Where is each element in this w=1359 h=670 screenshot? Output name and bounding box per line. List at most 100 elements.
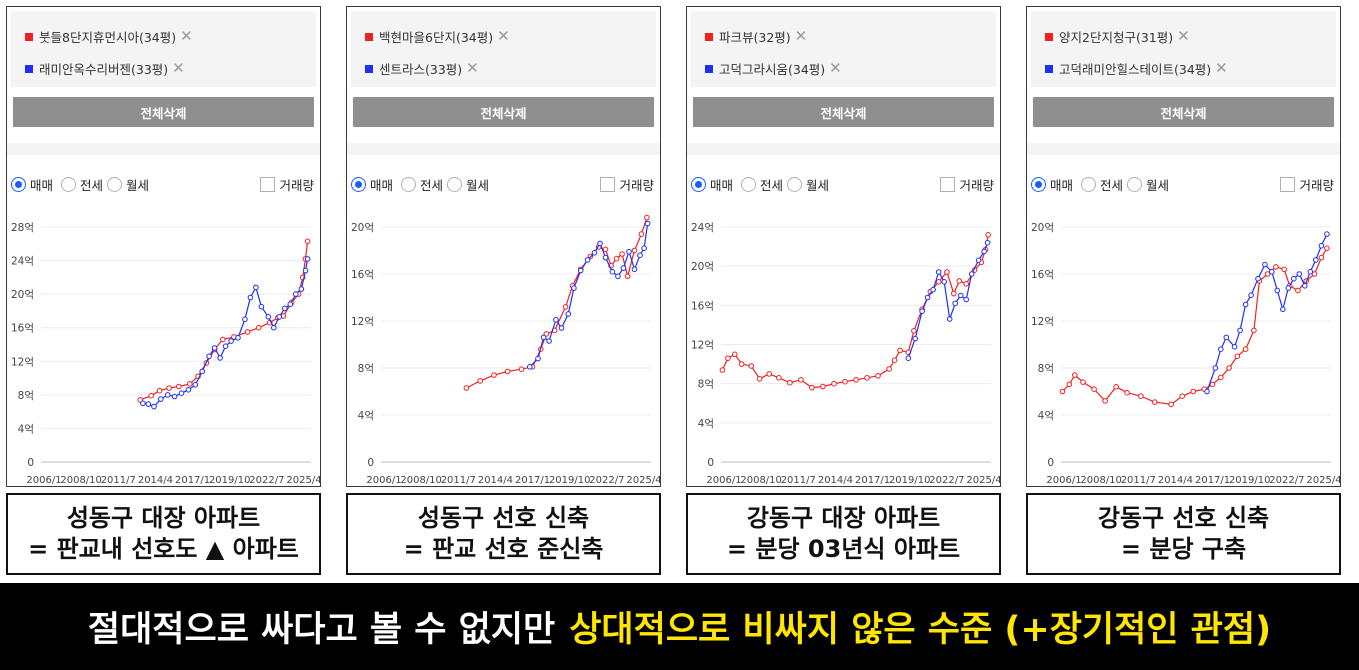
x-tick-label: 2011/7 (101, 475, 136, 486)
radio-trade[interactable]: 매매 (1031, 175, 1073, 194)
checkbox-box-icon[interactable] (600, 177, 616, 192)
radio-circle-icon[interactable] (11, 177, 26, 192)
radio-circle-icon[interactable] (1081, 177, 1096, 192)
radio-jeonse[interactable]: 전세 (401, 175, 443, 194)
radio-monthly[interactable]: 월세 (1127, 175, 1169, 194)
caption-line1: 성동구 대장 아파트 (66, 504, 261, 532)
radio-monthly[interactable]: 월세 (107, 175, 149, 194)
radio-jeonse[interactable]: 전세 (741, 175, 783, 194)
caption-line2: = 분당 구축 (1120, 535, 1247, 563)
caption-line1: 강동구 대장 아파트 (746, 504, 941, 532)
y-tick-label: 16억 (11, 323, 34, 335)
red-data-point (1072, 372, 1078, 378)
x-tick-label: 2008/10 (400, 475, 442, 486)
blue-data-point (185, 387, 192, 393)
checkbox-label: 거래량 (1299, 178, 1334, 193)
red-data-point (748, 363, 755, 369)
clear-all-button[interactable]: 전체삭제 (353, 97, 654, 127)
radio-circle-icon[interactable] (351, 177, 366, 192)
blue-data-point (276, 314, 283, 320)
blue-data-point (228, 338, 234, 344)
remove-x-icon[interactable]: ✕ (180, 27, 193, 45)
red-data-point (1209, 381, 1216, 388)
radio-jeonse[interactable]: 전세 (61, 175, 103, 194)
red-data-point (776, 375, 782, 381)
radio-circle-icon[interactable] (787, 177, 802, 192)
red-data-point (732, 351, 738, 358)
remove-x-icon[interactable]: ✕ (794, 27, 808, 45)
volume-checkbox[interactable]: 거래량 (600, 175, 654, 194)
red-data-point (766, 371, 772, 377)
radio-monthly[interactable]: 월세 (447, 175, 489, 194)
caption-line1: 성동구 선호 신축 (417, 504, 590, 532)
volume-checkbox[interactable]: 거래량 (940, 175, 994, 194)
radio-circle-icon[interactable] (691, 177, 706, 192)
radio-label: 전세 (420, 178, 444, 193)
volume-checkbox[interactable]: 거래량 (260, 175, 314, 194)
volume-checkbox[interactable]: 거래량 (1280, 175, 1334, 194)
checkbox-box-icon[interactable] (940, 177, 956, 192)
divider (687, 143, 1000, 155)
blue-data-point (930, 286, 936, 293)
blue-data-point (1237, 327, 1243, 334)
clear-all-button[interactable]: 전체삭제 (693, 97, 994, 127)
radio-trade[interactable]: 매매 (351, 175, 393, 194)
blue-data-point (975, 257, 982, 264)
radio-circle-icon[interactable] (741, 177, 756, 192)
radio-jeonse[interactable]: 전세 (1081, 175, 1123, 194)
x-tick-label: 2019/10 (1229, 475, 1271, 486)
blue-data-point (620, 265, 627, 271)
red-data-point (638, 231, 645, 237)
clear-all-button[interactable]: 전체삭제 (1033, 97, 1334, 127)
red-data-point (891, 357, 898, 363)
blue-data-point (145, 401, 152, 407)
blue-data-point (1231, 344, 1238, 350)
radio-circle-icon[interactable] (401, 177, 416, 192)
red-data-point (1242, 346, 1249, 352)
red-data-point (1281, 266, 1288, 273)
red-series-line (139, 241, 309, 401)
remove-x-icon[interactable]: ✕ (829, 59, 842, 77)
remove-x-icon[interactable]: ✕ (1177, 27, 1190, 45)
blue-data-point (282, 305, 288, 312)
red-data-point (491, 372, 497, 378)
radio-circle-icon[interactable] (107, 177, 122, 192)
blue-data-point (1212, 365, 1219, 371)
red-data-point (1311, 271, 1318, 277)
red-data-point (842, 378, 848, 385)
radio-circle-icon[interactable] (447, 177, 462, 192)
divider (1027, 143, 1340, 155)
radio-circle-icon[interactable] (61, 177, 76, 192)
red-data-point (1218, 374, 1224, 381)
red-data-point (148, 392, 154, 399)
radio-trade[interactable]: 매매 (691, 175, 733, 194)
checkbox-label: 거래량 (279, 178, 314, 193)
radio-trade[interactable]: 매매 (11, 175, 53, 194)
blue-data-point (546, 338, 552, 344)
remove-x-icon[interactable]: ✕ (1215, 59, 1228, 77)
checkbox-box-icon[interactable] (1280, 177, 1296, 192)
blue-data-point (258, 303, 265, 310)
red-data-point (166, 385, 172, 391)
remove-x-icon[interactable]: ✕ (466, 59, 479, 77)
x-tick-label: 2017/1 (855, 475, 890, 486)
red-data-point (738, 361, 745, 367)
remove-x-icon[interactable]: ✕ (497, 27, 510, 45)
red-data-point (1318, 254, 1325, 261)
radio-circle-icon[interactable] (1127, 177, 1142, 192)
remove-x-icon[interactable]: ✕ (172, 59, 185, 77)
blue-square-icon (365, 64, 373, 73)
red-series-line (1061, 247, 1328, 406)
caption-box-3: 강동구 대장 아파트 = 분당 03년식 아파트 (686, 493, 1001, 575)
selected-list: 붓들8단지휴먼시아(34평) ✕ 래미안옥수리버젠(33평) ✕ (11, 11, 316, 87)
blue-data-point (641, 245, 647, 252)
selected-item: 고덕그라시움(34평) ✕ (705, 59, 842, 78)
radio-label: 전세 (80, 178, 104, 193)
x-tick-label: 2022/7 (589, 475, 624, 486)
blue-data-point (1302, 283, 1308, 289)
checkbox-box-icon[interactable] (260, 177, 276, 192)
clear-all-button[interactable]: 전체삭제 (13, 97, 314, 127)
blue-data-point (565, 311, 572, 317)
radio-circle-icon[interactable] (1031, 177, 1046, 192)
radio-monthly[interactable]: 월세 (787, 175, 829, 194)
